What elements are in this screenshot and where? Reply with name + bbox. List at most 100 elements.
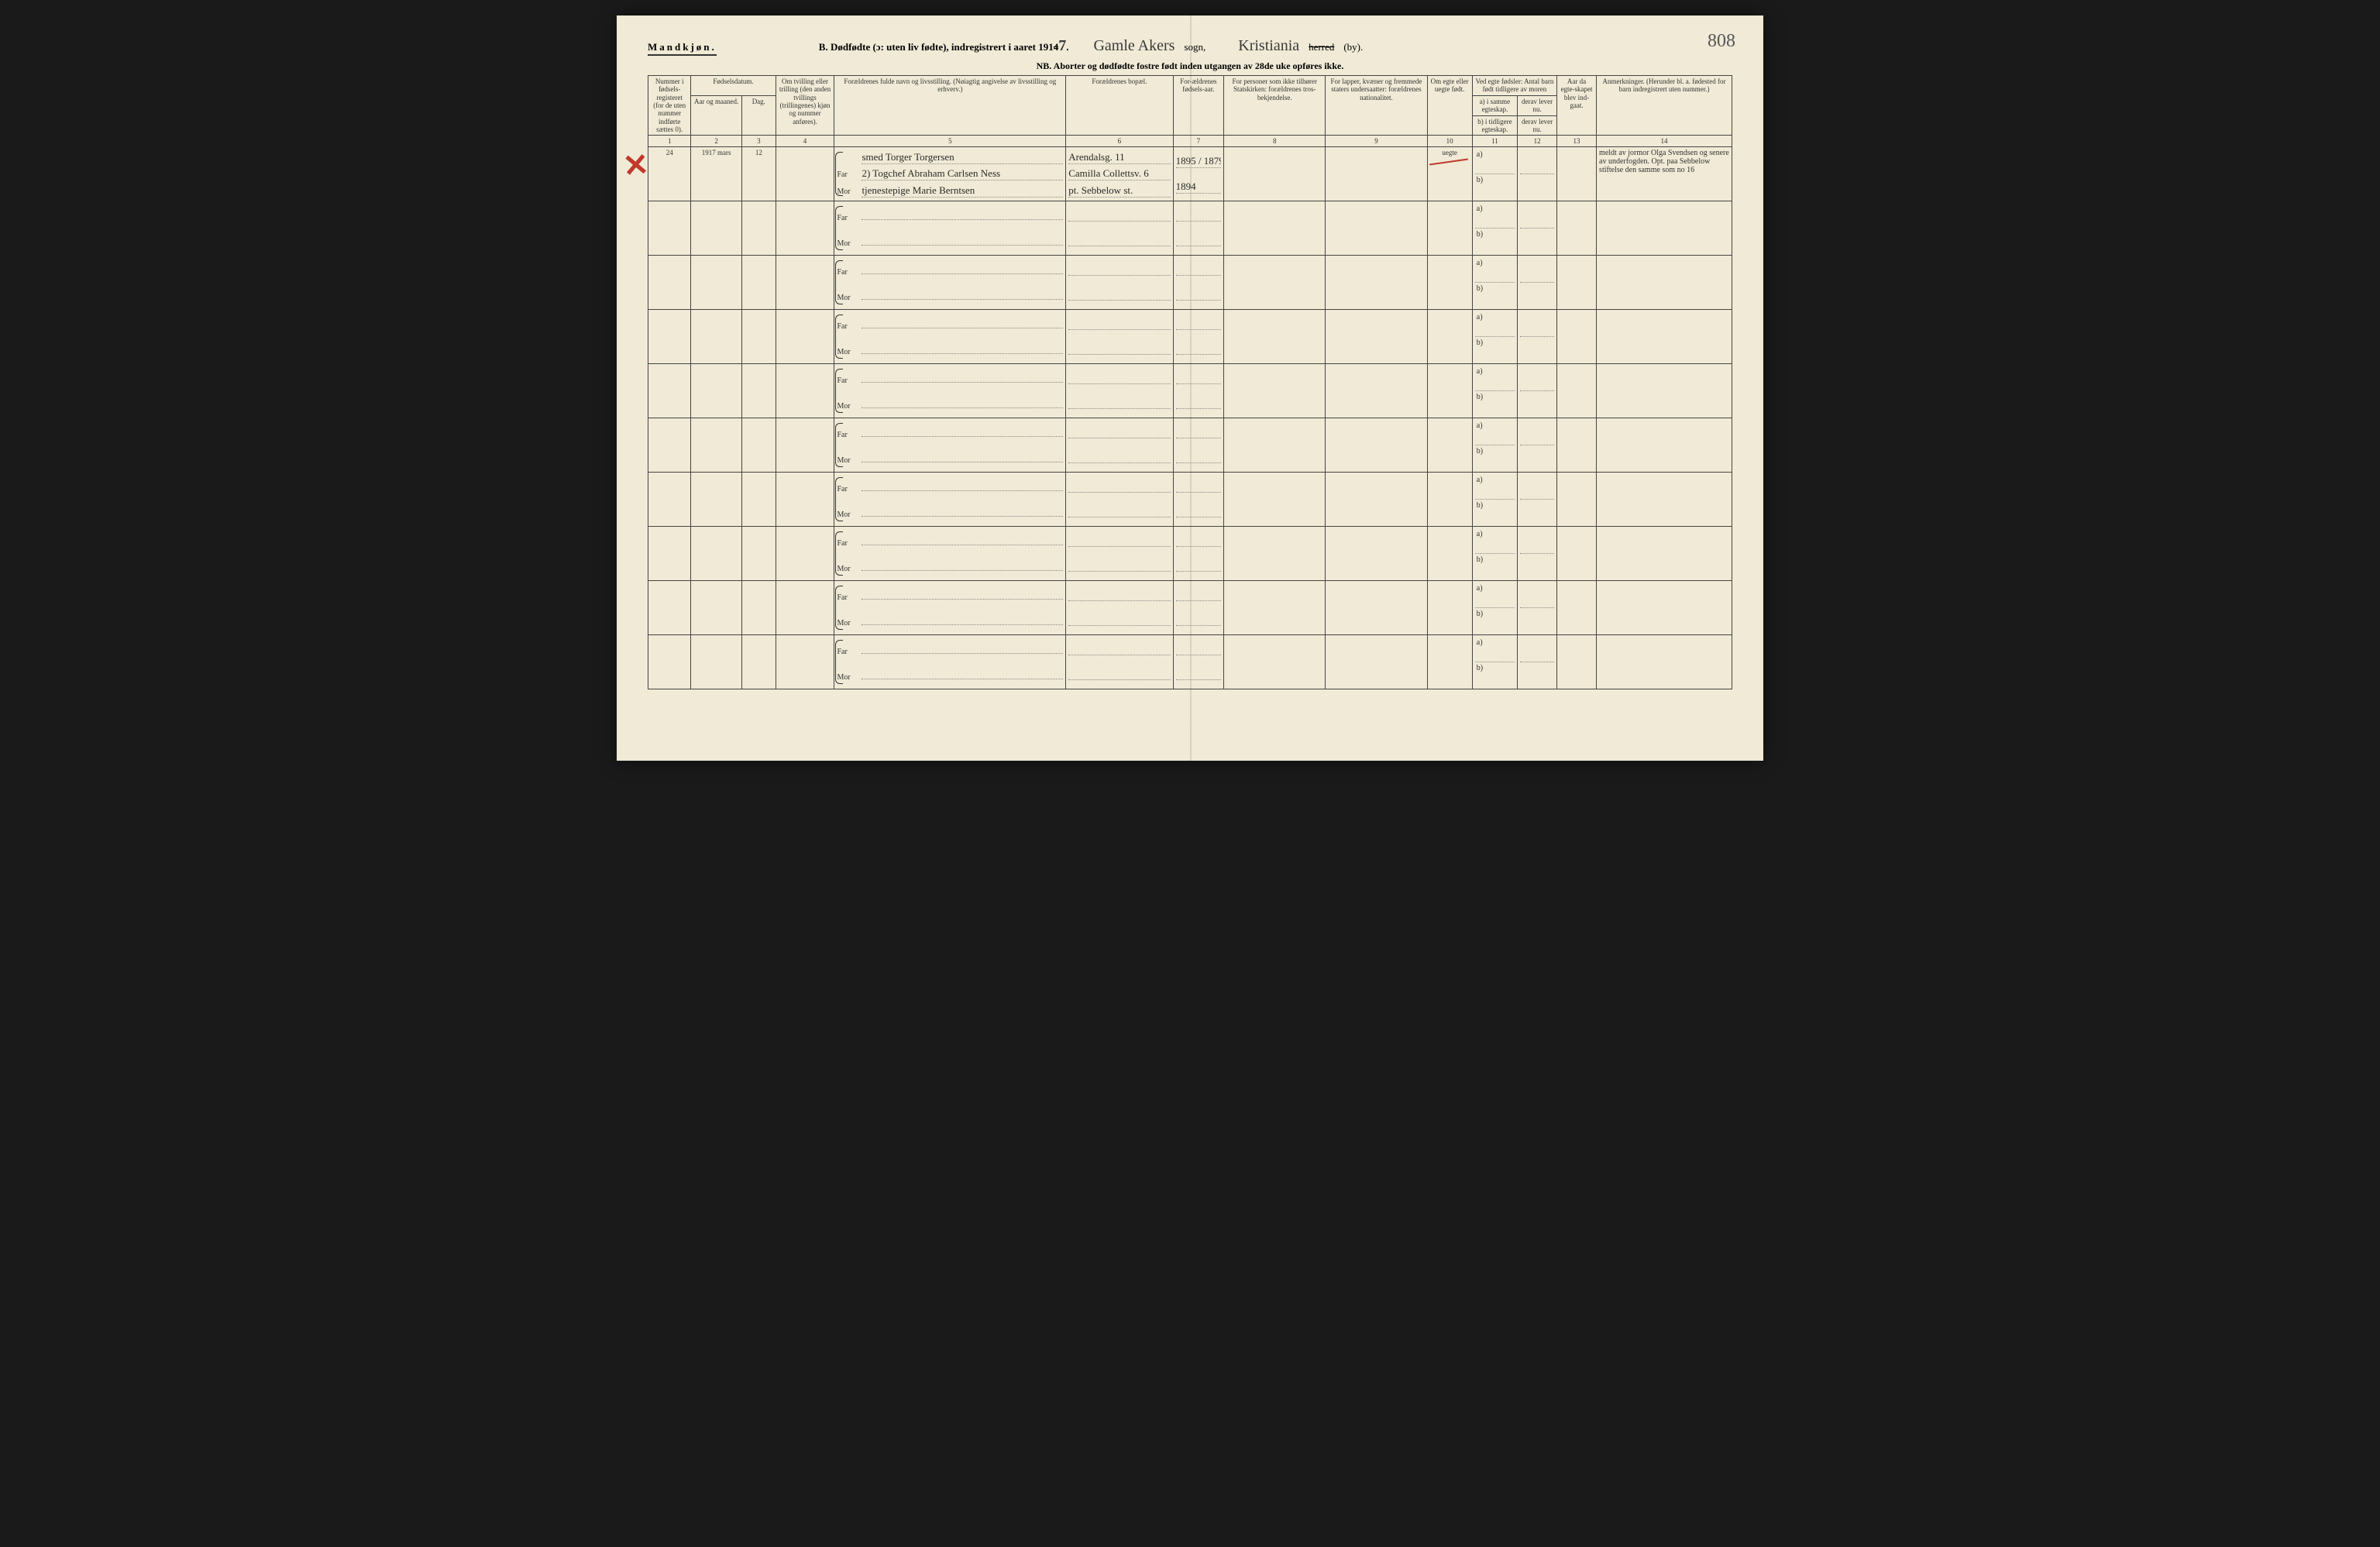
c10-b: b) bbox=[1475, 174, 1515, 199]
cell-bopael bbox=[1066, 310, 1173, 364]
colnum-14: 14 bbox=[1597, 136, 1732, 147]
cell-tros bbox=[1224, 364, 1326, 418]
far-value bbox=[862, 535, 1063, 545]
col-6-header: For-ældrenes fødsels-aar. bbox=[1173, 76, 1224, 136]
cell-year-month bbox=[691, 310, 742, 364]
cell-nat bbox=[1326, 201, 1427, 256]
cell-num bbox=[648, 418, 691, 473]
bopael-far bbox=[1068, 373, 1170, 384]
cell-num bbox=[648, 256, 691, 310]
bopael-mor bbox=[1068, 235, 1170, 246]
c11-b bbox=[1520, 174, 1554, 199]
cell-c11 bbox=[1518, 581, 1557, 635]
bopael-mor bbox=[1068, 452, 1170, 463]
cell-twin bbox=[776, 635, 834, 689]
cell-parents: FarMor bbox=[834, 256, 1066, 310]
colnum-9: 9 bbox=[1326, 136, 1427, 147]
cell-egte bbox=[1427, 527, 1472, 581]
cell-day bbox=[741, 635, 776, 689]
c10-b: b) bbox=[1475, 283, 1515, 308]
faar-mor: 1894 bbox=[1176, 180, 1222, 194]
brace-icon bbox=[835, 369, 843, 413]
cell-day bbox=[741, 201, 776, 256]
cell-year-month bbox=[691, 581, 742, 635]
col-11b-header: derav lever nu. bbox=[1518, 115, 1557, 136]
colnum-3: 3 bbox=[741, 136, 776, 147]
cell-fodselsaar bbox=[1173, 364, 1224, 418]
red-strike-mark bbox=[1429, 159, 1468, 166]
cell-c10: a) b) bbox=[1472, 635, 1517, 689]
colnum-7: 7 bbox=[1173, 136, 1224, 147]
faar-far bbox=[1176, 482, 1222, 493]
table-row: FarMora) b) bbox=[648, 581, 1732, 635]
cell-year-month: 1917 mars bbox=[691, 147, 742, 201]
col-2a-header: Aar og maaned. bbox=[691, 95, 742, 136]
parents-top-note: smed Torger Torgersen bbox=[862, 151, 1063, 164]
cell-year-month bbox=[691, 635, 742, 689]
cell-fodselsaar bbox=[1173, 310, 1224, 364]
colnum-13: 13 bbox=[1557, 136, 1597, 147]
c10-b: b) bbox=[1475, 391, 1515, 416]
col-10b-header: b) i tidligere egteskap. bbox=[1472, 115, 1517, 136]
cell-c12 bbox=[1557, 581, 1597, 635]
cell-parents: FarMor bbox=[834, 527, 1066, 581]
c11-b bbox=[1520, 337, 1554, 362]
cell-twin bbox=[776, 147, 834, 201]
faar-mor bbox=[1176, 669, 1222, 680]
cell-parents: FarMor bbox=[834, 581, 1066, 635]
bopael-mor bbox=[1068, 507, 1170, 517]
colnum-11: 11 bbox=[1472, 136, 1517, 147]
col-2b-header: Dag. bbox=[741, 95, 776, 136]
cell-anm bbox=[1597, 581, 1732, 635]
cell-c12 bbox=[1557, 418, 1597, 473]
table-row: FarMor a) b) bbox=[648, 256, 1732, 310]
cell-year-month bbox=[691, 364, 742, 418]
far-value bbox=[862, 589, 1063, 600]
cell-bopael bbox=[1066, 201, 1173, 256]
table-body: 241917 mars12smed Torger TorgersenFar2) … bbox=[648, 147, 1732, 689]
bopael-far bbox=[1068, 590, 1170, 601]
cell-bopael bbox=[1066, 635, 1173, 689]
cell-c11 bbox=[1518, 147, 1557, 201]
bopael-far bbox=[1068, 536, 1170, 547]
bopael-mor bbox=[1068, 290, 1170, 301]
colnum-5: 5 bbox=[834, 136, 1066, 147]
cell-tros bbox=[1224, 256, 1326, 310]
faar-far bbox=[1176, 645, 1222, 655]
cell-anm bbox=[1597, 364, 1732, 418]
table-row: FarMora) b) bbox=[648, 473, 1732, 527]
c10-b: b) bbox=[1475, 229, 1515, 253]
colnum-4: 4 bbox=[776, 136, 834, 147]
mor-value bbox=[862, 289, 1063, 300]
cell-egte: uegte bbox=[1427, 147, 1472, 201]
c10-a: a) bbox=[1475, 366, 1515, 391]
colnum-10: 10 bbox=[1427, 136, 1472, 147]
bopael-mor bbox=[1068, 669, 1170, 680]
cell-year-month bbox=[691, 418, 742, 473]
brace-icon bbox=[835, 315, 843, 359]
cell-twin bbox=[776, 364, 834, 418]
col-9-header: Om egte eller uegte født. bbox=[1427, 76, 1472, 136]
colnum-6: 6 bbox=[1066, 136, 1173, 147]
cell-twin bbox=[776, 201, 834, 256]
cell-c12 bbox=[1557, 473, 1597, 527]
colnum-8: 8 bbox=[1224, 136, 1326, 147]
far-value: 2) Togchef Abraham Carlsen Ness bbox=[862, 167, 1063, 180]
mor-value bbox=[862, 669, 1063, 679]
bopael-mor bbox=[1068, 561, 1170, 572]
cell-egte bbox=[1427, 418, 1472, 473]
c11-b bbox=[1520, 608, 1554, 633]
sogn-label: sogn, bbox=[1184, 41, 1205, 53]
register-table: Nummer i fødsels-registeret (for de uten… bbox=[648, 75, 1732, 689]
cell-c10: a) b) bbox=[1472, 310, 1517, 364]
far-value bbox=[862, 318, 1063, 328]
cell-c10: a) b) bbox=[1472, 256, 1517, 310]
col-12-header: Aar da egte-skapet blev ind-gaat. bbox=[1557, 76, 1597, 136]
cell-bopael: Arendalsg. 11Camilla Collettsv. 6pt. Seb… bbox=[1066, 147, 1173, 201]
cell-c11 bbox=[1518, 310, 1557, 364]
cell-c10: a) b) bbox=[1472, 147, 1517, 201]
cell-tros bbox=[1224, 418, 1326, 473]
sogn-value: Gamle Akers bbox=[1093, 37, 1175, 55]
colnum-12: 12 bbox=[1518, 136, 1557, 147]
cell-c11 bbox=[1518, 473, 1557, 527]
